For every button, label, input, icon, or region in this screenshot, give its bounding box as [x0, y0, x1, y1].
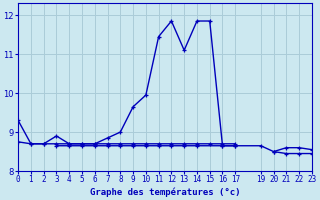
X-axis label: Graphe des températures (°c): Graphe des températures (°c) — [90, 187, 240, 197]
